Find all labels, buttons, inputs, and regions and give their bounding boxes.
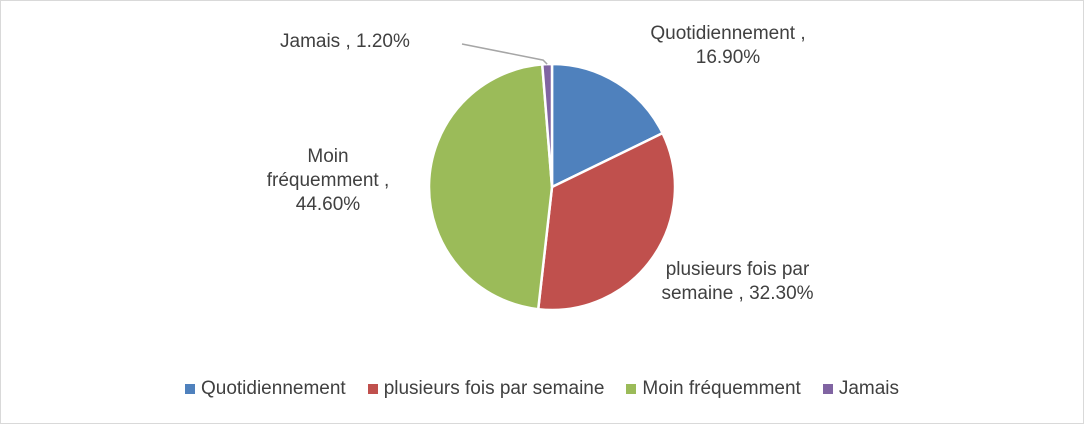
legend-label: Quotidiennement bbox=[200, 378, 346, 399]
legend-item: Jamais bbox=[822, 378, 900, 400]
legend-item: plusieurs fois par semaine bbox=[367, 378, 605, 400]
leader-line bbox=[461, 43, 548, 65]
data-label: Jamais , 1.20% bbox=[280, 31, 410, 52]
legend: Quotidiennement plusieurs fois par semain… bbox=[0, 378, 1084, 400]
legend-swatch bbox=[822, 384, 833, 394]
pie-slice bbox=[536, 131, 677, 312]
data-label: plusieurs fois par semaine , 32.30% bbox=[661, 259, 814, 304]
legend-swatch bbox=[626, 384, 637, 394]
legend-item: Quotidiennement bbox=[184, 378, 346, 400]
legend-label: Moin fréquemment bbox=[642, 378, 801, 399]
legend-label: Jamais bbox=[838, 378, 900, 399]
legend-item: Moin fréquemment bbox=[626, 378, 801, 400]
pie-slice bbox=[550, 62, 665, 189]
data-label: Moin fréquemment , 44.60% bbox=[266, 146, 390, 215]
data-label: Quotidiennement , 16.90% bbox=[650, 23, 806, 68]
legend-swatch bbox=[184, 384, 195, 394]
legend-swatch bbox=[367, 384, 378, 394]
legend-label: plusieurs fois par semaine bbox=[383, 378, 605, 399]
pie-slice bbox=[427, 63, 554, 311]
